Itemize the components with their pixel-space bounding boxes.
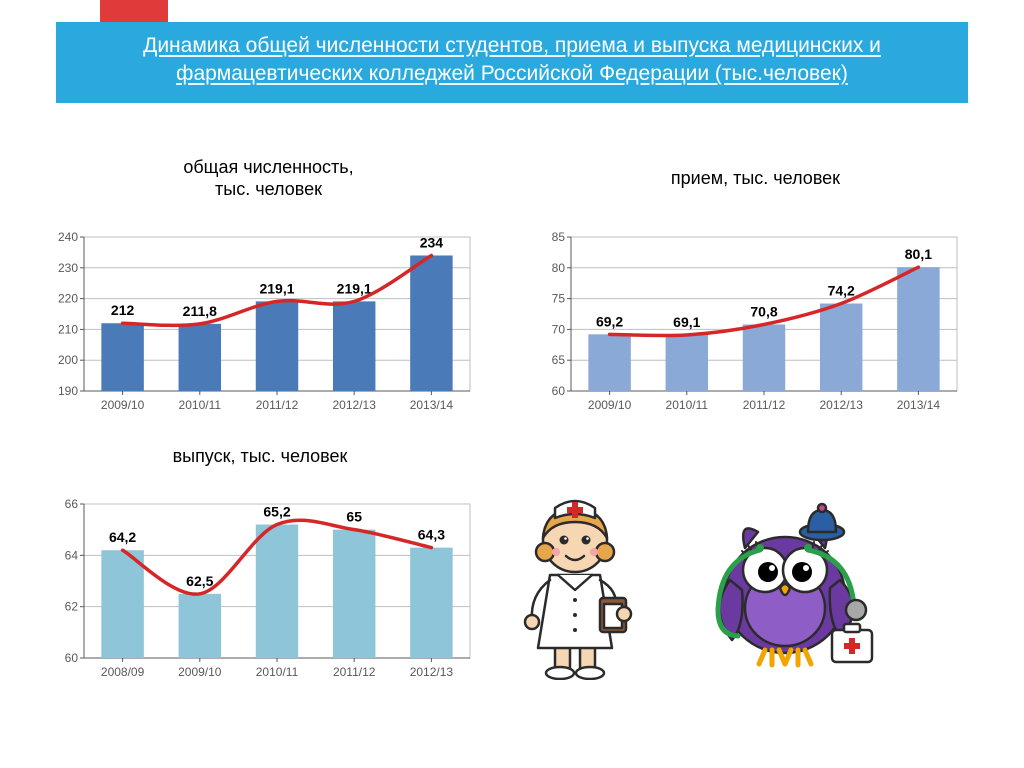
svg-text:60: 60 [552,384,566,398]
svg-text:234: 234 [420,234,444,250]
svg-text:62: 62 [65,599,79,613]
accent-block [100,0,168,22]
svg-text:190: 190 [58,384,78,398]
svg-text:2011/12: 2011/12 [256,398,299,412]
svg-text:2013/14: 2013/14 [897,398,941,412]
svg-text:2010/11: 2010/11 [256,665,299,679]
svg-text:2009/10: 2009/10 [101,398,145,412]
svg-text:2010/11: 2010/11 [666,398,709,412]
chart-admission-svg: 60 65 70 75 80 85 69,2 69,1 70,8 74,2 80,1 2009/10 2… [527,209,967,419]
svg-text:80: 80 [552,261,566,275]
nurse-icon [500,480,650,680]
svg-text:2011/12: 2011/12 [743,398,786,412]
svg-text:230: 230 [58,261,78,275]
owl-clipart [690,480,890,680]
owl-icon [690,480,890,680]
svg-text:69,1: 69,1 [673,314,700,330]
svg-text:62,5: 62,5 [186,572,213,588]
svg-text:211,8: 211,8 [183,303,217,319]
svg-text:219,1: 219,1 [259,280,294,296]
svg-text:212: 212 [111,302,135,318]
chart-graduation-title: выпуск, тыс. человек [40,445,480,468]
svg-text:2011/12: 2011/12 [333,665,376,679]
svg-text:200: 200 [58,353,78,367]
svg-text:219,1: 219,1 [337,280,372,296]
svg-text:2012/13: 2012/13 [410,665,454,679]
svg-text:240: 240 [58,230,78,244]
svg-text:210: 210 [58,322,78,336]
svg-text:64,3: 64,3 [418,526,445,542]
svg-text:2012/13: 2012/13 [333,398,377,412]
svg-text:2009/10: 2009/10 [178,665,222,679]
svg-text:75: 75 [552,292,566,306]
svg-text:60: 60 [65,651,79,665]
chart-admission: прием, тыс. человек 60 65 70 75 80 85 69,2 69,1… [527,155,984,419]
chart-total: общая численность,тыс. человек 190 200 210… [40,155,497,419]
svg-text:64,2: 64,2 [109,529,136,545]
svg-text:2009/10: 2009/10 [588,398,632,412]
chart-admission-title: прием, тыс. человек [527,155,984,201]
svg-text:220: 220 [58,292,78,306]
page-title: Динамика общей численности студентов, пр… [143,34,881,85]
svg-text:2008/09: 2008/09 [101,665,145,679]
svg-text:64: 64 [65,548,79,562]
chart-graduation-svg: 60 62 64 66 64,2 62,5 65,2 65 64,3 2008/09 2009/10… [40,476,480,686]
svg-text:2012/13: 2012/13 [820,398,864,412]
chart-total-svg: 190 200 210 220 230 240 212 211,8 219,1 219,1 234 2… [40,209,480,419]
svg-text:65,2: 65,2 [263,503,290,519]
svg-text:85: 85 [552,230,566,244]
svg-text:2010/11: 2010/11 [179,398,222,412]
title-bar: Динамика общей численности студентов, пр… [56,22,968,103]
svg-text:2013/14: 2013/14 [410,398,454,412]
svg-text:70: 70 [552,322,566,336]
clipart-row [500,480,890,680]
svg-text:80,1: 80,1 [905,246,932,262]
svg-text:66: 66 [65,497,79,511]
chart-total-title: общая численность,тыс. человек [40,155,497,201]
svg-text:70,8: 70,8 [750,303,777,319]
svg-text:65: 65 [346,508,362,524]
svg-text:65: 65 [552,353,566,367]
svg-text:69,2: 69,2 [596,313,623,329]
svg-text:74,2: 74,2 [828,283,855,299]
chart-graduation: выпуск, тыс. человек 60 62 64 66 64,2 62,5 65,… [40,445,480,686]
nurse-clipart [500,480,650,680]
